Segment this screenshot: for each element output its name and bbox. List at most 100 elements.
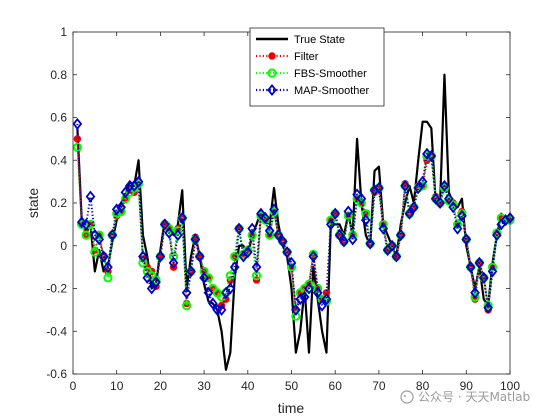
map-smoother-point (251, 261, 262, 274)
series-layer (72, 73, 515, 371)
series-map-smoother (72, 117, 515, 316)
map-smoother-point (225, 282, 236, 295)
map-smoother-point (286, 256, 297, 269)
map-smoother-point (216, 303, 227, 316)
map-smoother-point (76, 216, 87, 229)
map-smoother-point (474, 256, 485, 269)
map-smoother-point (116, 201, 126, 214)
fbs-smoother-point (225, 271, 235, 281)
legend-swatch-marker (268, 52, 276, 60)
y-tick-label: 0.6 (50, 111, 67, 125)
map-smoother-point (103, 261, 113, 274)
map-smoother-point (492, 229, 502, 242)
map-smoother-point (173, 229, 183, 242)
map-smoother-point (365, 237, 375, 250)
fbs-smoother-point (343, 211, 353, 221)
map-smoother-point (269, 203, 279, 216)
map-smoother-point (72, 117, 83, 130)
map-smoother-point (483, 301, 493, 314)
legend-label: True State (294, 34, 345, 46)
fbs-smoother-point (487, 262, 498, 272)
map-smoother-point (111, 203, 122, 216)
map-smoother-point (181, 286, 192, 299)
x-tick-label: 20 (154, 379, 168, 393)
map-smoother-point (457, 209, 467, 222)
map-smoother-point (291, 303, 301, 316)
map-smoother-point (343, 205, 354, 218)
fbs-smoother-point (138, 258, 148, 268)
map-smoother-point (452, 222, 463, 235)
y-tick-label: -0.2 (46, 282, 67, 296)
fbs-smoother-point (291, 311, 301, 321)
fbs-smoother-point (120, 194, 131, 204)
map-smoother-point (400, 179, 410, 192)
x-tick-label: 90 (460, 379, 474, 393)
watermark-text: 公众号 · 天天Matlab (418, 390, 530, 404)
map-smoother-point (409, 201, 419, 214)
map-smoother-point (199, 271, 209, 284)
map-smoother-point (120, 186, 131, 199)
x-tick-label: 80 (416, 379, 430, 393)
y-tick-label: -0.4 (46, 324, 67, 338)
map-smoother-point (81, 218, 91, 231)
map-smoother-point (260, 211, 271, 225)
fbs-smoother-point (470, 292, 480, 302)
wechat-icon-dot (404, 395, 406, 397)
map-smoother-point (142, 271, 153, 284)
legend-label: FBS-Smoother (294, 68, 367, 80)
x-tick-label: 30 (197, 379, 211, 393)
y-tick-label: 0.4 (50, 153, 67, 167)
map-smoother-point (304, 282, 314, 295)
map-smoother-point (155, 250, 166, 263)
x-axis-label: time (278, 400, 305, 416)
map-smoother-point (107, 229, 118, 242)
map-smoother-point (426, 149, 437, 163)
map-smoother-point (413, 181, 424, 195)
map-smoother-point (282, 246, 292, 259)
map-smoother-point (247, 222, 258, 235)
map-smoother-point (330, 207, 341, 220)
x-tick-label: 100 (500, 379, 520, 393)
map-smoother-point (312, 286, 323, 299)
map-smoother-point (159, 218, 170, 231)
map-smoother-point (317, 299, 327, 312)
map-smoother-point (273, 229, 284, 242)
wechat-icon (400, 390, 414, 404)
legend-item-filter: Filter (256, 51, 319, 63)
legend-item-fbs-smoother: FBS-Smoother (256, 68, 367, 80)
map-smoother-point (347, 233, 358, 246)
legend-item-true-state: True State (256, 34, 345, 46)
map-smoother-point (387, 239, 397, 252)
legend-swatch-marker (267, 83, 277, 97)
map-smoother-point (138, 250, 148, 263)
map-smoother-point (448, 201, 459, 214)
map-smoother-point (500, 214, 511, 227)
fbs-smoother-point (317, 294, 327, 304)
legend-label: Filter (294, 51, 319, 63)
map-smoother-point (133, 175, 144, 188)
x-tick-label: 40 (241, 379, 255, 393)
x-tick-label: 50 (285, 379, 299, 393)
map-smoother-point (177, 211, 188, 225)
y-axis-label: state (25, 188, 41, 219)
map-smoother-point (478, 271, 489, 284)
fbs-smoother-point (85, 219, 96, 229)
map-smoother-point (277, 235, 288, 248)
fbs-smoother-point (112, 209, 122, 219)
map-smoother-point (461, 233, 472, 246)
map-smoother-point (94, 233, 105, 246)
map-smoother-point (321, 293, 332, 306)
map-smoother-point (234, 222, 244, 235)
fbs-smoother-point (361, 209, 371, 219)
map-smoother-point (443, 192, 454, 205)
map-smoother-point (435, 196, 445, 210)
x-tick-label: 60 (329, 379, 343, 393)
map-smoother-point (395, 229, 406, 242)
watermark: 公众号 · 天天Matlab (400, 390, 530, 404)
map-smoother-point (369, 184, 380, 197)
y-tick-label: 1 (60, 25, 67, 39)
map-smoother-point (242, 246, 253, 259)
map-smoother-point (470, 286, 480, 299)
map-smoother-point (164, 226, 174, 239)
